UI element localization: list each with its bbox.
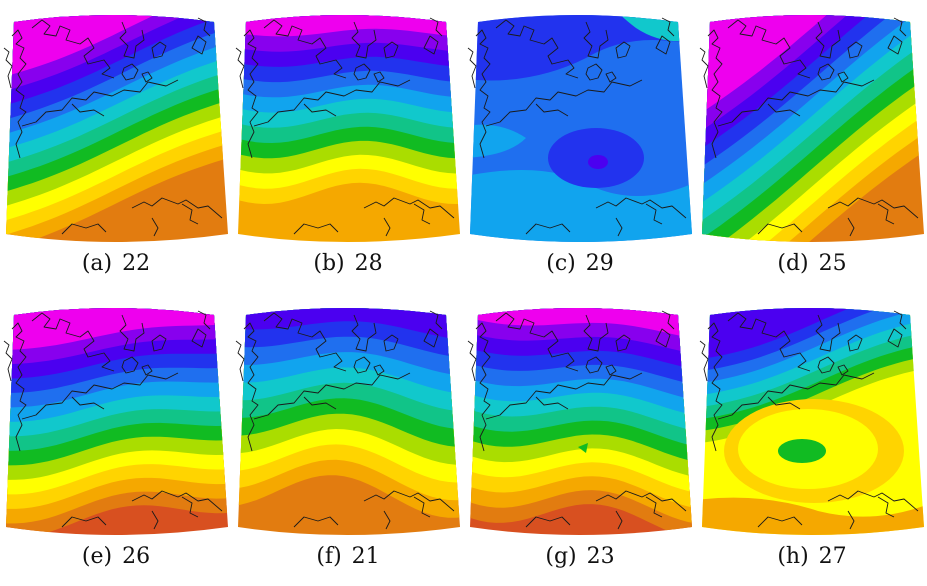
caption-number: 22: [122, 251, 151, 276]
map-f: [235, 308, 460, 535]
caption-c: (c) 29: [464, 251, 696, 276]
panel-d: (d) 25: [696, 0, 927, 293]
map-h: [699, 308, 924, 535]
caption-number: 27: [818, 544, 847, 569]
caption-number: 28: [354, 251, 383, 276]
caption-number: 23: [586, 544, 615, 569]
caption-number: 26: [122, 544, 151, 569]
caption-label: (f): [316, 544, 342, 569]
caption-label: (d): [777, 251, 809, 276]
caption-label: (e): [81, 544, 113, 569]
panel-f: (f) 21: [232, 293, 464, 586]
caption-g: (g) 23: [464, 544, 696, 569]
caption-b: (b) 28: [232, 251, 464, 276]
caption-f: (f) 21: [232, 544, 464, 569]
caption-e: (e) 26: [0, 544, 232, 569]
panel-g: (g) 23: [464, 293, 696, 586]
caption-number: 29: [585, 251, 614, 276]
caption-h: (h) 27: [696, 544, 927, 569]
caption-number: 21: [351, 544, 380, 569]
caption-label: (g): [545, 544, 577, 569]
caption-number: 25: [818, 251, 847, 276]
caption-label: (a): [81, 251, 113, 276]
map-b: [235, 15, 460, 242]
map-e: [3, 308, 228, 535]
map-g: [467, 308, 692, 535]
panel-b: (b) 28: [232, 0, 464, 293]
caption-label: (c): [546, 251, 576, 276]
panel-a: (a) 22: [0, 0, 232, 293]
map-c: [467, 15, 692, 242]
panel-c: (c) 29: [464, 0, 696, 293]
panel-h: (h) 27: [696, 293, 927, 586]
caption-d: (d) 25: [696, 251, 927, 276]
caption-label: (h): [777, 544, 809, 569]
panel-e: (e) 26: [0, 293, 232, 586]
map-a: [3, 15, 228, 242]
caption-a: (a) 22: [0, 251, 232, 276]
caption-label: (b): [313, 251, 345, 276]
map-d: [699, 15, 924, 242]
